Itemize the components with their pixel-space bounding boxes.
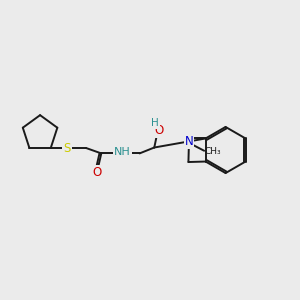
Text: S: S — [63, 142, 70, 154]
Text: NH: NH — [114, 147, 131, 158]
Text: H: H — [152, 118, 159, 128]
Text: N: N — [184, 135, 193, 148]
Text: CH₃: CH₃ — [205, 147, 221, 156]
Text: O: O — [93, 166, 102, 179]
Text: O: O — [154, 124, 163, 137]
